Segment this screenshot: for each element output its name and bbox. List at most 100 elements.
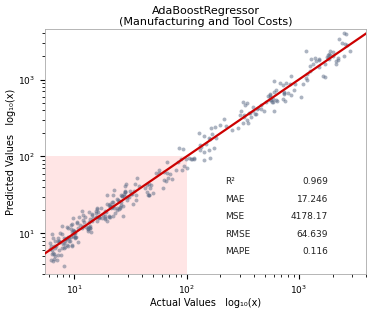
Point (110, 204, 116, 209)
Point (322, 75, 328, 80)
Point (208, 155, 214, 160)
Point (68, 226, 74, 231)
Point (347, 48, 353, 53)
Point (281, 91, 287, 96)
Point (208, 126, 214, 131)
Point (50, 236, 56, 241)
Point (60, 242, 66, 247)
Point (163, 179, 169, 184)
Text: RMSE: RMSE (225, 230, 250, 239)
Point (212, 124, 218, 129)
Point (86, 219, 92, 224)
Point (240, 121, 246, 126)
Point (288, 73, 294, 78)
Point (240, 100, 246, 105)
Point (65, 243, 71, 248)
Point (316, 56, 322, 61)
Point (288, 93, 294, 98)
Point (267, 91, 273, 96)
Point (317, 64, 323, 69)
Point (339, 41, 345, 46)
Point (56, 238, 62, 243)
Point (87, 224, 93, 229)
Point (66, 236, 72, 241)
Point (325, 52, 331, 57)
Y-axis label: Predicted Values   log₁₀(x): Predicted Values log₁₀(x) (6, 88, 16, 214)
Point (267, 95, 273, 100)
Point (74, 220, 80, 225)
Point (285, 90, 291, 95)
Point (85, 226, 91, 231)
Point (325, 55, 331, 60)
Text: 64.639: 64.639 (296, 230, 328, 239)
Point (265, 94, 271, 99)
Point (257, 102, 263, 107)
Point (201, 149, 207, 154)
Point (100, 212, 106, 217)
Point (146, 182, 152, 187)
Point (303, 48, 309, 53)
Point (327, 49, 333, 54)
Point (77, 223, 83, 228)
Point (224, 124, 230, 129)
Point (132, 182, 138, 187)
Point (324, 55, 330, 60)
Point (111, 205, 117, 210)
Point (196, 131, 202, 136)
Point (344, 42, 350, 47)
Point (72, 230, 78, 235)
Point (133, 198, 139, 203)
Point (217, 122, 223, 127)
Point (64, 242, 70, 247)
Point (122, 189, 128, 194)
Point (128, 191, 134, 196)
Point (161, 170, 167, 175)
Point (126, 194, 132, 199)
Point (203, 141, 209, 146)
Point (115, 198, 121, 203)
Point (253, 111, 259, 116)
Point (343, 32, 349, 37)
Point (307, 69, 312, 74)
Point (191, 156, 197, 161)
Point (109, 199, 115, 204)
Point (248, 114, 254, 119)
Point (280, 83, 286, 88)
Point (114, 208, 120, 213)
Point (50, 250, 56, 255)
Point (230, 127, 235, 133)
Point (114, 197, 120, 202)
Point (202, 133, 208, 138)
Point (52, 253, 58, 258)
Point (335, 57, 341, 62)
Point (57, 230, 63, 235)
Point (144, 189, 150, 194)
Point (53, 243, 59, 248)
Point (47, 241, 53, 246)
Point (116, 198, 122, 203)
Point (85, 225, 91, 230)
Point (333, 58, 339, 63)
Point (58, 252, 64, 257)
Point (69, 243, 75, 248)
Point (282, 99, 288, 104)
Point (156, 171, 162, 176)
Point (99, 215, 105, 220)
Point (61, 236, 67, 241)
Point (322, 61, 328, 66)
Point (118, 203, 124, 208)
Point (78, 226, 84, 231)
Point (268, 97, 274, 102)
Point (85, 226, 91, 231)
Point (118, 192, 124, 198)
Point (56, 248, 62, 253)
Point (213, 136, 219, 141)
Point (62, 236, 68, 241)
Point (55, 253, 61, 258)
Point (267, 93, 273, 98)
Point (335, 55, 341, 60)
Text: 0.969: 0.969 (302, 177, 328, 186)
Point (310, 61, 315, 66)
Point (179, 168, 185, 173)
Point (59, 223, 65, 228)
